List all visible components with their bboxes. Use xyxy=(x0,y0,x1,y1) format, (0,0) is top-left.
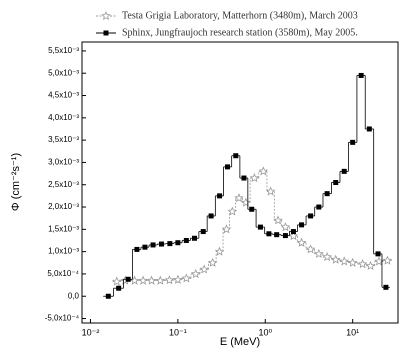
marker xyxy=(190,268,201,279)
marker xyxy=(330,254,341,264)
y-tick-label: -5,0x10⁻⁴ xyxy=(45,314,80,323)
marker xyxy=(375,251,381,257)
marker xyxy=(290,229,296,235)
marker xyxy=(129,275,140,285)
y-tick-label: 5,5x10⁻³ xyxy=(48,46,79,55)
marker xyxy=(324,191,330,197)
marker xyxy=(249,172,260,183)
marker xyxy=(347,257,358,267)
legend-marker xyxy=(103,30,109,36)
plot-frame xyxy=(81,41,399,324)
marker xyxy=(217,193,223,199)
y-tick-label: 1,0x10⁻³ xyxy=(48,247,79,256)
marker xyxy=(234,193,244,203)
marker xyxy=(150,242,156,248)
marker xyxy=(358,72,364,78)
marker xyxy=(225,164,231,170)
marker xyxy=(350,139,356,145)
y-tick-label: 0,0 xyxy=(68,291,80,300)
marker xyxy=(207,257,218,267)
marker xyxy=(299,222,305,228)
x-tick-label: 10⁻² xyxy=(82,327,100,337)
marker xyxy=(265,186,276,196)
x-tick-label: 10⁻¹ xyxy=(169,327,187,337)
x-tick-label: 10⁰ xyxy=(258,327,272,337)
marker xyxy=(383,284,389,290)
marker xyxy=(382,255,393,265)
marker xyxy=(208,213,214,219)
marker xyxy=(181,273,192,283)
marker xyxy=(159,241,165,247)
marker xyxy=(339,256,349,266)
x-axis-label: E (MeV) xyxy=(220,336,260,348)
y-tick-label: 3,0x10⁻³ xyxy=(48,158,79,167)
marker xyxy=(273,215,283,225)
marker xyxy=(241,197,251,207)
marker xyxy=(280,222,291,232)
marker xyxy=(366,126,372,132)
marker xyxy=(146,275,157,285)
marker xyxy=(138,275,148,285)
marker xyxy=(314,248,324,258)
marker xyxy=(266,231,272,237)
marker xyxy=(164,275,175,285)
y-tick-label: 2,0x10⁻³ xyxy=(48,202,79,211)
marker xyxy=(296,237,307,247)
marker xyxy=(308,213,314,219)
marker xyxy=(173,274,183,284)
marker xyxy=(233,153,239,159)
marker xyxy=(199,264,209,274)
y-tick-label: 5,0x10⁻⁴ xyxy=(47,269,79,278)
y-tick-label: 5,0x10⁻³ xyxy=(48,68,79,77)
y-tick-label: 1,5x10⁻³ xyxy=(48,224,79,233)
marker xyxy=(116,285,122,291)
marker xyxy=(257,224,263,230)
marker xyxy=(167,241,173,247)
legend-label: Sphinx, Jungfraujoch research station (3… xyxy=(122,27,358,38)
y-tick-label: 2,5x10⁻³ xyxy=(48,180,79,189)
y-axis-label: Φ (cm⁻²s⁻¹) xyxy=(10,153,22,211)
marker xyxy=(142,244,148,250)
y-tick-label: 4,0x10⁻³ xyxy=(48,113,79,122)
marker xyxy=(214,246,225,256)
x-tick-label: 10¹ xyxy=(346,327,359,337)
marker xyxy=(241,175,247,181)
legend-marker xyxy=(101,11,111,21)
y-tick-label: 4,5x10⁻³ xyxy=(48,91,79,100)
marker xyxy=(155,275,166,285)
marker xyxy=(175,240,181,246)
marker xyxy=(316,204,322,210)
marker xyxy=(227,206,238,216)
marker xyxy=(183,237,189,243)
marker xyxy=(221,224,232,234)
marker xyxy=(282,233,288,239)
marker xyxy=(305,244,316,254)
marker xyxy=(249,206,255,212)
y-tick-label: 3,5x10⁻³ xyxy=(48,135,79,144)
legend-label: Testa Grigia Laboratory, Matterhorn (348… xyxy=(122,10,358,21)
marker xyxy=(365,260,376,270)
marker xyxy=(288,230,299,241)
marker xyxy=(357,259,368,269)
marker xyxy=(322,251,332,262)
marker xyxy=(258,166,269,176)
marker xyxy=(112,276,122,286)
marker xyxy=(125,276,131,282)
marker xyxy=(333,180,339,185)
marker xyxy=(192,235,198,241)
marker xyxy=(134,246,140,252)
marker xyxy=(200,229,206,235)
marker xyxy=(105,293,111,299)
marker xyxy=(341,168,347,174)
marker xyxy=(274,232,280,238)
